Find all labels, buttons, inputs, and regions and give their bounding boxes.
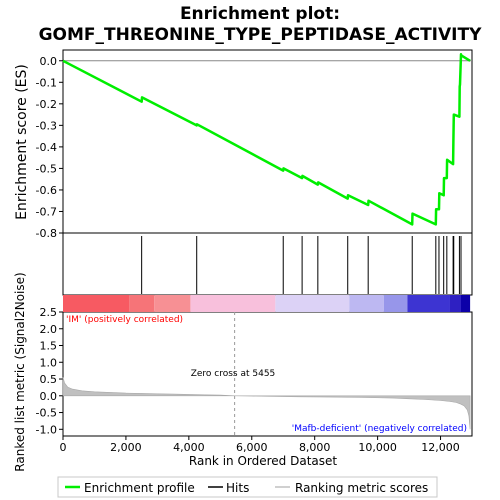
es-panel-frame [62,49,473,234]
positive-correlation-label: 'IM' (positively correlated) [66,315,183,325]
es-y-axis-label: Enrichment score (ES) [14,64,30,220]
heatmap-segment [349,295,384,312]
legend-profile-label: Enrichment profile [84,481,195,495]
heatmap-segment [460,295,471,312]
heatmap-segment [63,295,130,312]
negative-correlation-label: 'Mafb-deficient' (negatively correlated) [292,424,467,434]
rank-y-tick-label: 2.5 [40,306,58,319]
ranking-metric-area [62,377,471,430]
heatmap-segment [275,295,350,312]
x-tick-label: 6,000 [236,441,268,454]
rank-y-tick-label: -1.0 [36,423,57,436]
rank-y-tick-label: 1.5 [40,340,58,353]
legend-metric-label: Ranking metric scores [295,481,428,495]
heatmap-segment [154,295,191,312]
x-tick-label: 8,000 [299,441,331,454]
es-y-tick-label: 0.0 [40,55,58,68]
hits-panel-frame [62,232,473,296]
es-y-tick-label: -0.7 [36,205,57,218]
x-tick-label: 12,000 [421,441,460,454]
zero-cross-label: Zero cross at 5455 [191,369,276,379]
es-y-tick-label: -0.2 [36,98,57,111]
heatmap-segment [129,295,155,312]
x-tick-label: 2,000 [110,441,142,454]
heatmap-segment [190,295,276,312]
chart-title-line1: Enrichment plot: [180,4,340,24]
es-y-tick-label: -0.3 [36,119,57,132]
heatmap-segment [383,295,408,312]
es-y-tick-label: -0.8 [36,227,57,240]
enrichment-profile-line [62,53,471,226]
chart-title-line2: GOMF_THREONINE_TYPE_PEPTIDASE_ACTIVITY [39,25,482,45]
rank-y-tick-label: 0.5 [40,373,58,386]
legend-hits-label: Hits [226,481,249,495]
es-y-tick-label: -0.4 [36,141,57,154]
rank-y-axis-label: Ranked list metric (Signal2Noise) [13,272,27,471]
heatmap-segment [449,295,461,312]
es-y-tick-label: -0.1 [36,76,57,89]
x-tick-label: 0 [60,441,67,454]
legend-box [57,476,438,498]
rank-y-tick-label: 0.0 [40,390,58,403]
es-y-tick-label: -0.6 [36,184,57,197]
rank-y-tick-label: -0.5 [36,407,57,420]
es-y-tick-label: -0.5 [36,162,57,175]
x-axis-label: Rank in Ordered Dataset [189,454,337,468]
rank-y-tick-label: 1.0 [40,356,58,369]
heatmap-segment [407,295,450,312]
x-tick-label: 10,000 [358,441,397,454]
x-tick-label: 4,000 [173,441,205,454]
rank-y-tick-label: 2.0 [40,323,58,336]
